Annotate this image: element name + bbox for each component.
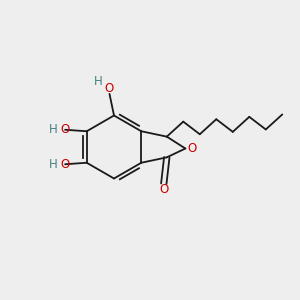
Text: O: O [60, 123, 69, 136]
Text: H: H [49, 158, 58, 171]
Text: H: H [49, 123, 58, 136]
Text: O: O [159, 183, 168, 196]
Text: O: O [188, 142, 196, 155]
Text: H: H [94, 75, 103, 88]
Text: O: O [60, 158, 69, 171]
Text: O: O [104, 82, 113, 95]
